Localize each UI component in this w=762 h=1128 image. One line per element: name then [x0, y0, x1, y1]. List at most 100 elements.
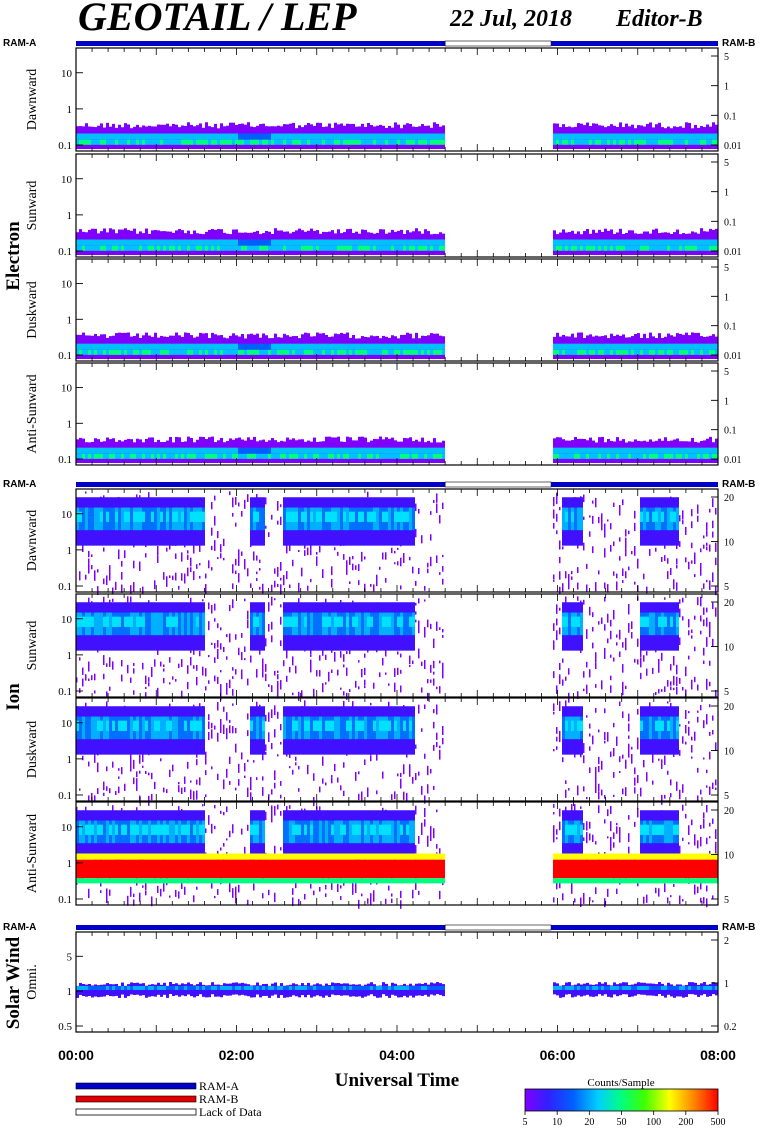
- ram-a-segment: [76, 925, 446, 930]
- right-tick-label: 0.01: [724, 141, 742, 152]
- colorbar-tick-label: 200: [678, 1117, 693, 1128]
- ram-bar-electron: RAM-A RAM-B: [3, 38, 755, 49]
- right-tick-label: 20: [724, 493, 734, 504]
- right-tick-label: 0.01: [724, 455, 742, 466]
- colorbar-gradient: [524, 1088, 719, 1112]
- left-tick-label: 10: [61, 279, 73, 291]
- legend-label-lack: Lack of Data: [199, 1105, 262, 1119]
- colorbar: Counts/Sample 5 10 20 50 100 200 500: [523, 1077, 726, 1128]
- lack-of-data-segment: [444, 481, 552, 488]
- left-tick-label: 0.1: [58, 894, 72, 906]
- x-axis: 00:00 02:00 04:00 06:00 08:00: [58, 1047, 736, 1063]
- left-tick-label: 0.1: [58, 140, 72, 152]
- ion-panel-1: 0.1 1 10 5 10 20 Dawnward: [25, 488, 734, 596]
- ram-a-label: RAM-A: [3, 479, 36, 490]
- solar-wind-panel-label: Omni.: [25, 964, 40, 999]
- right-tick-label: 10: [724, 747, 734, 758]
- left-tick-label: 0.5: [58, 1021, 72, 1033]
- left-tick-label: 10: [61, 718, 73, 730]
- left-tick-label: 0.1: [58, 454, 72, 466]
- right-tick-label: 10: [724, 851, 734, 862]
- left-tick-label: 0.1: [58, 790, 72, 802]
- ion-panel-2: 0.1 1 10 5 10 20 Sunward: [25, 593, 734, 703]
- right-tick-label: 5: [724, 895, 729, 906]
- x-tick-label: 04:00: [379, 1047, 415, 1063]
- colorbar-tick-label: 20: [584, 1117, 594, 1128]
- right-tick-label: 1: [724, 979, 729, 990]
- colorbar-title: Counts/Sample: [587, 1077, 654, 1089]
- ion-panel-2-label: Sunward: [25, 621, 40, 671]
- legend-swatch-ram-a: [75, 1082, 197, 1090]
- ram-legend: RAM-A RAM-B Lack of Data: [75, 1079, 262, 1119]
- instrument-title: GEOTAIL / LEP: [78, 0, 357, 39]
- electron-panel-2: 0.1 1 10 0.01 0.1 1 5 Sunward: [25, 153, 742, 258]
- right-tick-label: 5: [724, 582, 729, 593]
- ram-b-label: RAM-B: [722, 38, 755, 49]
- right-tick-label: 0.1: [724, 426, 737, 437]
- ion-panel-1-label: Dawnward: [25, 510, 40, 571]
- x-tick-label: 00:00: [58, 1047, 94, 1063]
- right-tick-label: 5: [724, 158, 729, 169]
- right-tick-label: 0.1: [724, 322, 737, 333]
- left-tick-label: 1: [67, 754, 73, 766]
- left-tick-label: 10: [61, 822, 73, 834]
- left-tick-label: 0.1: [58, 686, 72, 698]
- colorbar-tick-label: 100: [646, 1117, 661, 1128]
- left-tick-label: 0.1: [58, 350, 72, 362]
- right-tick-label: 5: [724, 52, 729, 63]
- ion-panel-3-label: Duskward: [25, 721, 40, 779]
- right-tick-label: 0.1: [724, 111, 737, 122]
- group-label-solar-wind: Solar Wind: [3, 936, 24, 1029]
- right-tick-label: 1: [724, 82, 729, 93]
- legend-swatch-ram-b: [75, 1095, 197, 1103]
- legend-label-ram-a: RAM-A: [199, 1079, 239, 1093]
- right-tick-label: 0.01: [724, 247, 742, 258]
- left-tick-label: 1: [67, 986, 73, 998]
- left-tick-label: 10: [61, 174, 73, 186]
- left-tick-label: 1: [67, 858, 73, 870]
- right-tick-label: 10: [724, 643, 734, 654]
- left-tick-label: 10: [61, 68, 73, 80]
- left-tick-label: 5: [67, 951, 73, 963]
- ram-a-segment: [76, 41, 446, 46]
- lack-of-data-segment: [444, 924, 552, 931]
- left-tick-label: 1: [67, 104, 73, 116]
- right-tick-label: 10: [724, 538, 734, 549]
- solar-wind-panel-frame: [75, 931, 719, 1033]
- right-tick-label: 5: [724, 367, 729, 378]
- right-tick-label: 5: [724, 687, 729, 698]
- colorbar-tick-label: 5: [523, 1117, 528, 1128]
- right-tick-label: 1: [724, 396, 729, 407]
- electron-panel-4-label: Anti-Sunward: [25, 374, 40, 453]
- solar-wind-panel: 0.5 1 5 0.2 1 2 Omni.: [25, 931, 737, 1033]
- left-tick-label: 1: [67, 210, 73, 222]
- right-tick-label: 5: [724, 791, 729, 802]
- ion-panel-4-label: Anti-Sunward: [25, 814, 40, 893]
- ram-a-label: RAM-A: [3, 922, 36, 933]
- ram-a-segment: [551, 41, 718, 46]
- right-tick-label: 0.2: [724, 1022, 737, 1033]
- right-tick-label: 2: [724, 936, 729, 947]
- electron-panel-2-label: Sunward: [25, 181, 40, 231]
- electron-panel-1: 0.1 1 10 0.01 0.1 1 5 Dawnward: [25, 47, 742, 152]
- right-tick-label: 0.01: [724, 351, 742, 362]
- right-tick-label: 0.1: [724, 217, 737, 228]
- ram-b-label: RAM-B: [722, 479, 755, 490]
- ram-bar-solar-wind: RAM-A RAM-B: [3, 922, 755, 933]
- right-tick-label: 1: [724, 188, 729, 199]
- ram-a-label: RAM-A: [3, 38, 36, 49]
- left-tick-label: 1: [67, 418, 73, 430]
- x-tick-label: 08:00: [700, 1047, 736, 1063]
- colorbar-tick-label: 50: [617, 1117, 627, 1128]
- ion-panel-3: 0.1 1 10 5 10 20 Duskward: [25, 697, 734, 807]
- lack-of-data-segment: [444, 40, 552, 47]
- electron-panel-3-label: Duskward: [25, 281, 40, 339]
- right-tick-label: 1: [724, 292, 729, 303]
- left-tick-label: 10: [61, 383, 73, 395]
- left-tick-label: 1: [67, 545, 73, 557]
- left-tick-label: 0.1: [58, 246, 72, 258]
- right-tick-label: 20: [724, 702, 734, 713]
- ram-a-segment: [551, 482, 718, 487]
- colorbar-tick-label: 500: [711, 1117, 726, 1128]
- group-label-electron: Electron: [3, 221, 24, 291]
